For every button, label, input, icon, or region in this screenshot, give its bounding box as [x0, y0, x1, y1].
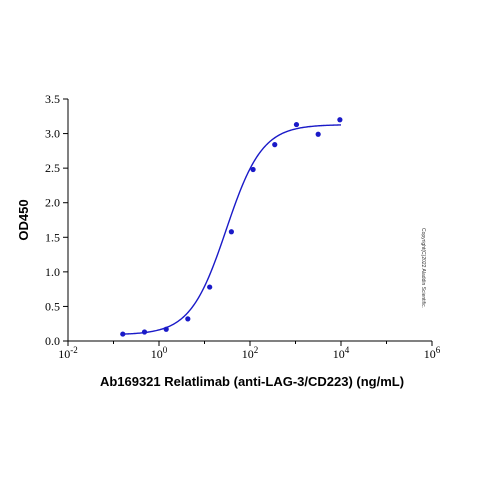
copyright-annotation: Copyright(C)2022 Aladdin Scientific.	[420, 228, 426, 308]
data-point	[207, 284, 213, 290]
data-point	[315, 131, 321, 137]
data-point	[337, 117, 343, 123]
y-tick-label: 1.5	[45, 230, 60, 244]
y-tick-label: 0.0	[45, 334, 60, 348]
x-axis-title: Ab169321 Relatlimab (anti-LAG-3/CD223) (…	[100, 374, 404, 389]
data-point	[272, 142, 278, 148]
y-tick-label: 1.0	[45, 265, 60, 279]
fit-curve	[122, 124, 342, 335]
data-point	[141, 329, 148, 335]
x-tick-label: 10-2	[58, 345, 78, 361]
x-tick-label: 100	[151, 345, 168, 361]
x-tick-label: 104	[333, 345, 350, 361]
data-points-layer	[120, 117, 343, 337]
y-tick-label: 0.5	[45, 299, 60, 313]
fit-curve-layer	[122, 124, 342, 335]
data-point	[163, 326, 169, 332]
y-axis-title: OD450	[16, 199, 31, 240]
y-tick-label: 2.0	[45, 196, 60, 210]
y-tick-label: 2.5	[45, 161, 60, 175]
data-point	[293, 121, 300, 128]
data-point	[250, 166, 256, 173]
x-tick-label: 102	[242, 345, 259, 361]
data-point	[228, 229, 234, 235]
y-axis: 0.0 0.5 1.0 1.5 2.0 2.5 3.0 3.5	[45, 92, 69, 348]
data-point	[120, 331, 126, 337]
y-tick-label: 3.0	[45, 127, 60, 141]
y-tick-label: 3.5	[45, 92, 60, 106]
data-point	[185, 316, 191, 322]
x-axis: 10-2 100 102 104 106	[58, 340, 441, 361]
x-tick-label: 106	[424, 345, 441, 361]
